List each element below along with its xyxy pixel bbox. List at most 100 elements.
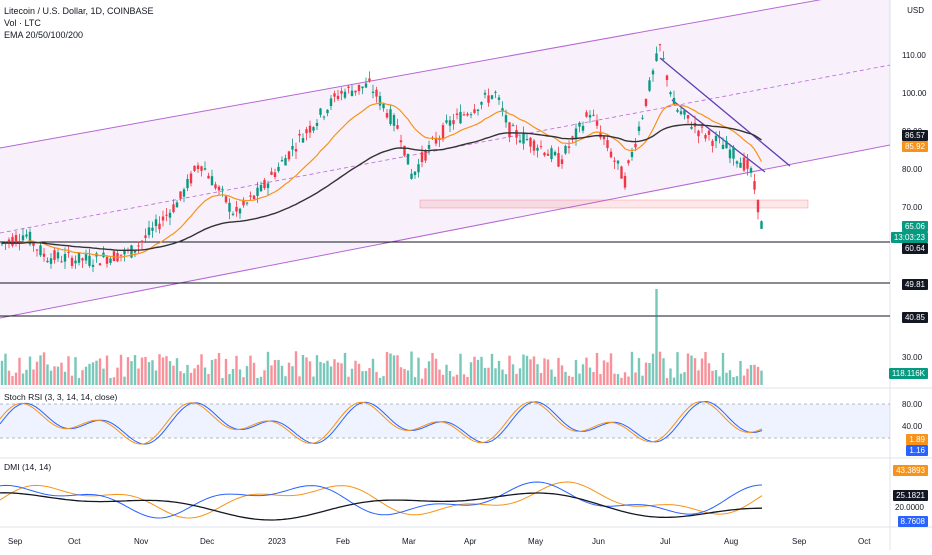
volume-bar (658, 351, 662, 385)
candle-body (403, 145, 406, 156)
candle-body (32, 242, 35, 246)
candle-body (224, 196, 228, 203)
candle-body (700, 126, 704, 128)
time-axis-label: Jul (660, 537, 670, 546)
candle-body (343, 91, 347, 98)
candle-body (725, 141, 728, 149)
candle-body (567, 146, 571, 148)
volume-bar (53, 366, 56, 385)
stoch-rsi-title: Stoch RSI (3, 3, 14, 14, close) (4, 392, 118, 402)
candle-body (133, 250, 137, 253)
candle-body (756, 199, 760, 213)
candle-body (679, 111, 683, 115)
candle-body (543, 152, 546, 156)
volume-bar (105, 355, 109, 385)
candle-body (417, 164, 420, 173)
candle-body (284, 158, 287, 166)
volume-bar (74, 357, 77, 385)
candle-body (144, 235, 147, 238)
candle-body (641, 117, 644, 119)
candle-body (473, 109, 476, 113)
volume-bar (130, 361, 133, 385)
volume-bar (567, 375, 571, 385)
volume-bar (662, 358, 665, 385)
volume-bar (760, 370, 763, 385)
volume-bar (18, 357, 21, 385)
volume-bar (210, 359, 214, 385)
price-tick-label: 110.00 (902, 51, 926, 60)
time-axis-label: Oct (858, 537, 871, 546)
volume-bar (546, 359, 550, 385)
price-pane-bg (0, 0, 890, 388)
candle-body (532, 140, 536, 151)
volume-bar (126, 357, 130, 385)
volume-bar (4, 353, 7, 385)
volume-bar (746, 368, 749, 385)
candle-body (301, 138, 305, 143)
volume-bar (172, 365, 175, 385)
volume-bar (28, 356, 32, 385)
time-axis-label: Jun (592, 537, 605, 546)
volume-bar (599, 374, 602, 385)
candle-body (340, 90, 343, 94)
candle-body (91, 264, 95, 267)
volume-bar (165, 356, 168, 385)
candle-body (175, 202, 179, 208)
candle-body (158, 223, 161, 230)
candle-body (186, 178, 189, 189)
candle-body (616, 160, 620, 164)
candle-body (151, 227, 154, 231)
candle-body (480, 101, 483, 105)
candle-body (389, 109, 392, 125)
volume-bar (518, 368, 522, 385)
volume-bar (462, 374, 466, 385)
candle-body (70, 257, 74, 266)
candle-body (560, 159, 564, 164)
candle-body (385, 113, 389, 118)
candle-body (336, 95, 340, 100)
candle-body (494, 91, 497, 93)
volume-bar (315, 355, 319, 385)
time-axis-label: Nov (134, 537, 148, 546)
candle-body (77, 252, 81, 263)
candle-body (445, 120, 448, 123)
candle-body (21, 235, 25, 241)
dmi-plus-line (0, 481, 763, 519)
candle-body (599, 131, 602, 138)
volume-bar (441, 374, 445, 385)
volume-bar (634, 372, 637, 385)
volume-bar (301, 355, 305, 385)
volume-bar (511, 364, 515, 385)
volume-bar (60, 362, 63, 385)
volume-bar (84, 366, 88, 385)
volume-bar (217, 352, 221, 385)
candle-body (35, 249, 39, 251)
support-60-tag: 60.64 (901, 243, 928, 254)
volume-bar (413, 377, 417, 385)
candle-body (410, 173, 413, 179)
volume-bar (350, 368, 354, 385)
wedge-upper-line (659, 57, 791, 167)
volume-bar (550, 369, 553, 385)
volume-bar (273, 360, 277, 385)
volume-bar (483, 367, 487, 385)
candle-body (256, 187, 259, 196)
volume-bar (91, 362, 95, 385)
candle-body (60, 261, 63, 263)
candle-body (196, 165, 200, 169)
volume-bar (284, 376, 287, 385)
candle-body (739, 162, 742, 168)
candle-body (448, 120, 452, 126)
candle-body (182, 189, 186, 197)
volume-bar (77, 377, 81, 385)
volume-bar (249, 355, 252, 385)
candle-body (707, 130, 711, 135)
candle-body (361, 86, 364, 89)
volume-bar (732, 377, 735, 385)
volume-bar (7, 370, 11, 385)
candle-body (515, 129, 518, 138)
candle-body (441, 125, 445, 140)
volume-bar (700, 358, 704, 385)
